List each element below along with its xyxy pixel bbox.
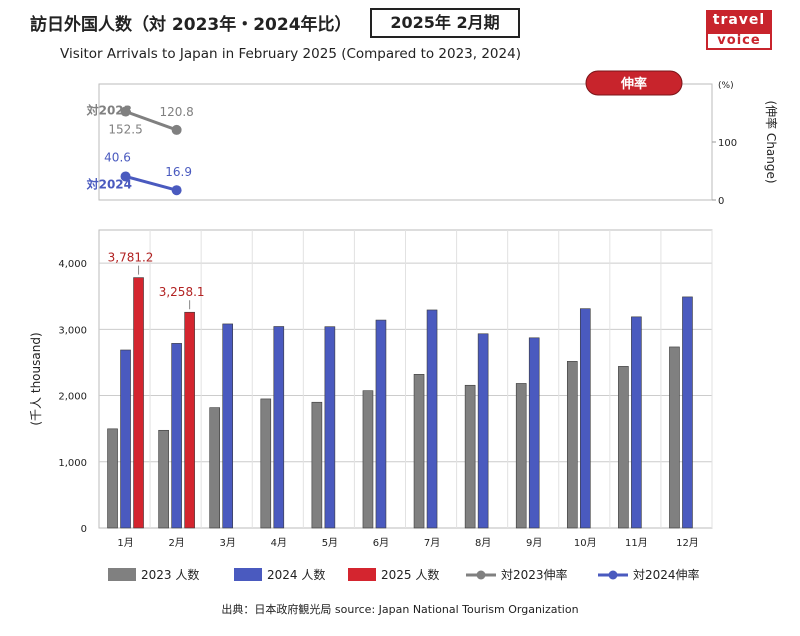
rate-value-label: 120.8 (159, 105, 193, 119)
bar-2025 (184, 311, 195, 529)
bar-2024 (324, 326, 336, 529)
rate-value-label: 152.5 (108, 123, 142, 137)
rate-line-対2023 (125, 110, 178, 132)
bar-2024 (477, 333, 489, 529)
rate-title: 伸率 (620, 76, 647, 92)
bar-2025 (133, 277, 144, 529)
bar-2023 (107, 428, 118, 529)
rate-tick-label: 100 (718, 138, 737, 149)
rate-plot-frame (98, 83, 713, 201)
x-tick-label: 3月 (220, 537, 236, 549)
x-tick-label: 5月 (322, 537, 338, 549)
rate-point (171, 124, 182, 135)
bar-2024 (171, 343, 182, 529)
legend-label: 対2023伸率 (501, 567, 568, 582)
bar-2023 (464, 384, 476, 529)
legend-label: 2023 人数 (141, 567, 199, 582)
x-tick-label: 11月 (625, 537, 648, 549)
x-tick-label: 2月 (168, 537, 184, 549)
bar-2023 (669, 346, 680, 529)
data-label: 3,258.1 (159, 285, 205, 299)
bar-2023 (618, 366, 629, 529)
bar-2024 (375, 319, 387, 529)
bar-2024 (222, 323, 234, 529)
rate-tick-label: 0 (718, 196, 724, 207)
y-axis-label: (千人 thousand) (29, 332, 43, 425)
rate-title-badge (585, 70, 683, 96)
bar-2024 (120, 349, 131, 529)
rate-unit: (%) (718, 81, 734, 91)
x-tick-label: 6月 (373, 537, 389, 549)
x-tick-label: 7月 (424, 537, 440, 549)
legend-label: 2024 人数 (267, 567, 325, 582)
logo-bottom-text: voice (706, 32, 772, 50)
page-subtitle: Visitor Arrivals to Japan in February 20… (60, 46, 521, 62)
legend-label: 2025 人数 (381, 567, 439, 582)
y-tick-label: 0 (81, 524, 87, 535)
bar-2023 (515, 383, 527, 529)
rate-point (120, 106, 131, 117)
y-tick-label: 3,000 (58, 325, 87, 336)
legend-marker (608, 570, 618, 580)
legend-swatch (108, 568, 136, 581)
rate-point (171, 185, 182, 196)
x-tick-label: 12月 (676, 537, 699, 549)
page-title: 訪日外国人数（対 2023年・2024年比） (30, 15, 352, 35)
bar-2023 (413, 374, 425, 529)
y-tick-label: 4,000 (58, 259, 87, 270)
legend-swatch (234, 568, 262, 581)
bar-2024 (426, 309, 438, 529)
y-tick-label: 1,000 (58, 458, 87, 469)
y-tick-label: 2,000 (58, 392, 87, 403)
bar-2024 (273, 326, 285, 529)
x-tick-label: 8月 (475, 537, 491, 549)
legend-marker (476, 570, 486, 580)
x-tick-label: 4月 (271, 537, 287, 549)
rate-value-label: 16.9 (165, 165, 192, 179)
period-box: 2025年 2月期 (370, 8, 520, 38)
bar-2024 (682, 296, 693, 529)
bar-2024 (631, 316, 642, 529)
rate-series-name: 対2024 (86, 176, 132, 191)
bar-2024 (528, 337, 540, 529)
rate-value-label: 40.6 (104, 150, 131, 164)
bar-2023 (209, 407, 221, 529)
legend-label: 対2024伸率 (633, 567, 700, 582)
rate-series-name: 対2023 (86, 103, 132, 118)
data-label: 3,781.2 (108, 251, 154, 265)
rate-axis-label: (伸率 Change) (764, 100, 779, 183)
x-tick-label: 10月 (574, 537, 597, 549)
rate-line-対2024 (125, 175, 178, 192)
logo-top-text: travel (706, 10, 772, 32)
bar-2023 (311, 401, 323, 529)
bar-2023 (566, 361, 578, 529)
bar-2023 (362, 390, 374, 529)
source-note: 出典：日本政府観光局 source: Japan National Touris… (221, 603, 579, 616)
x-tick-label: 1月 (117, 537, 133, 549)
x-tick-label: 9月 (526, 537, 542, 549)
travel-voice-logo: travel voice (706, 10, 772, 50)
rate-point (120, 171, 131, 182)
bar-2024 (579, 308, 591, 529)
bar-2023 (158, 429, 169, 529)
legend-swatch (348, 568, 376, 581)
bar-2023 (260, 398, 272, 529)
